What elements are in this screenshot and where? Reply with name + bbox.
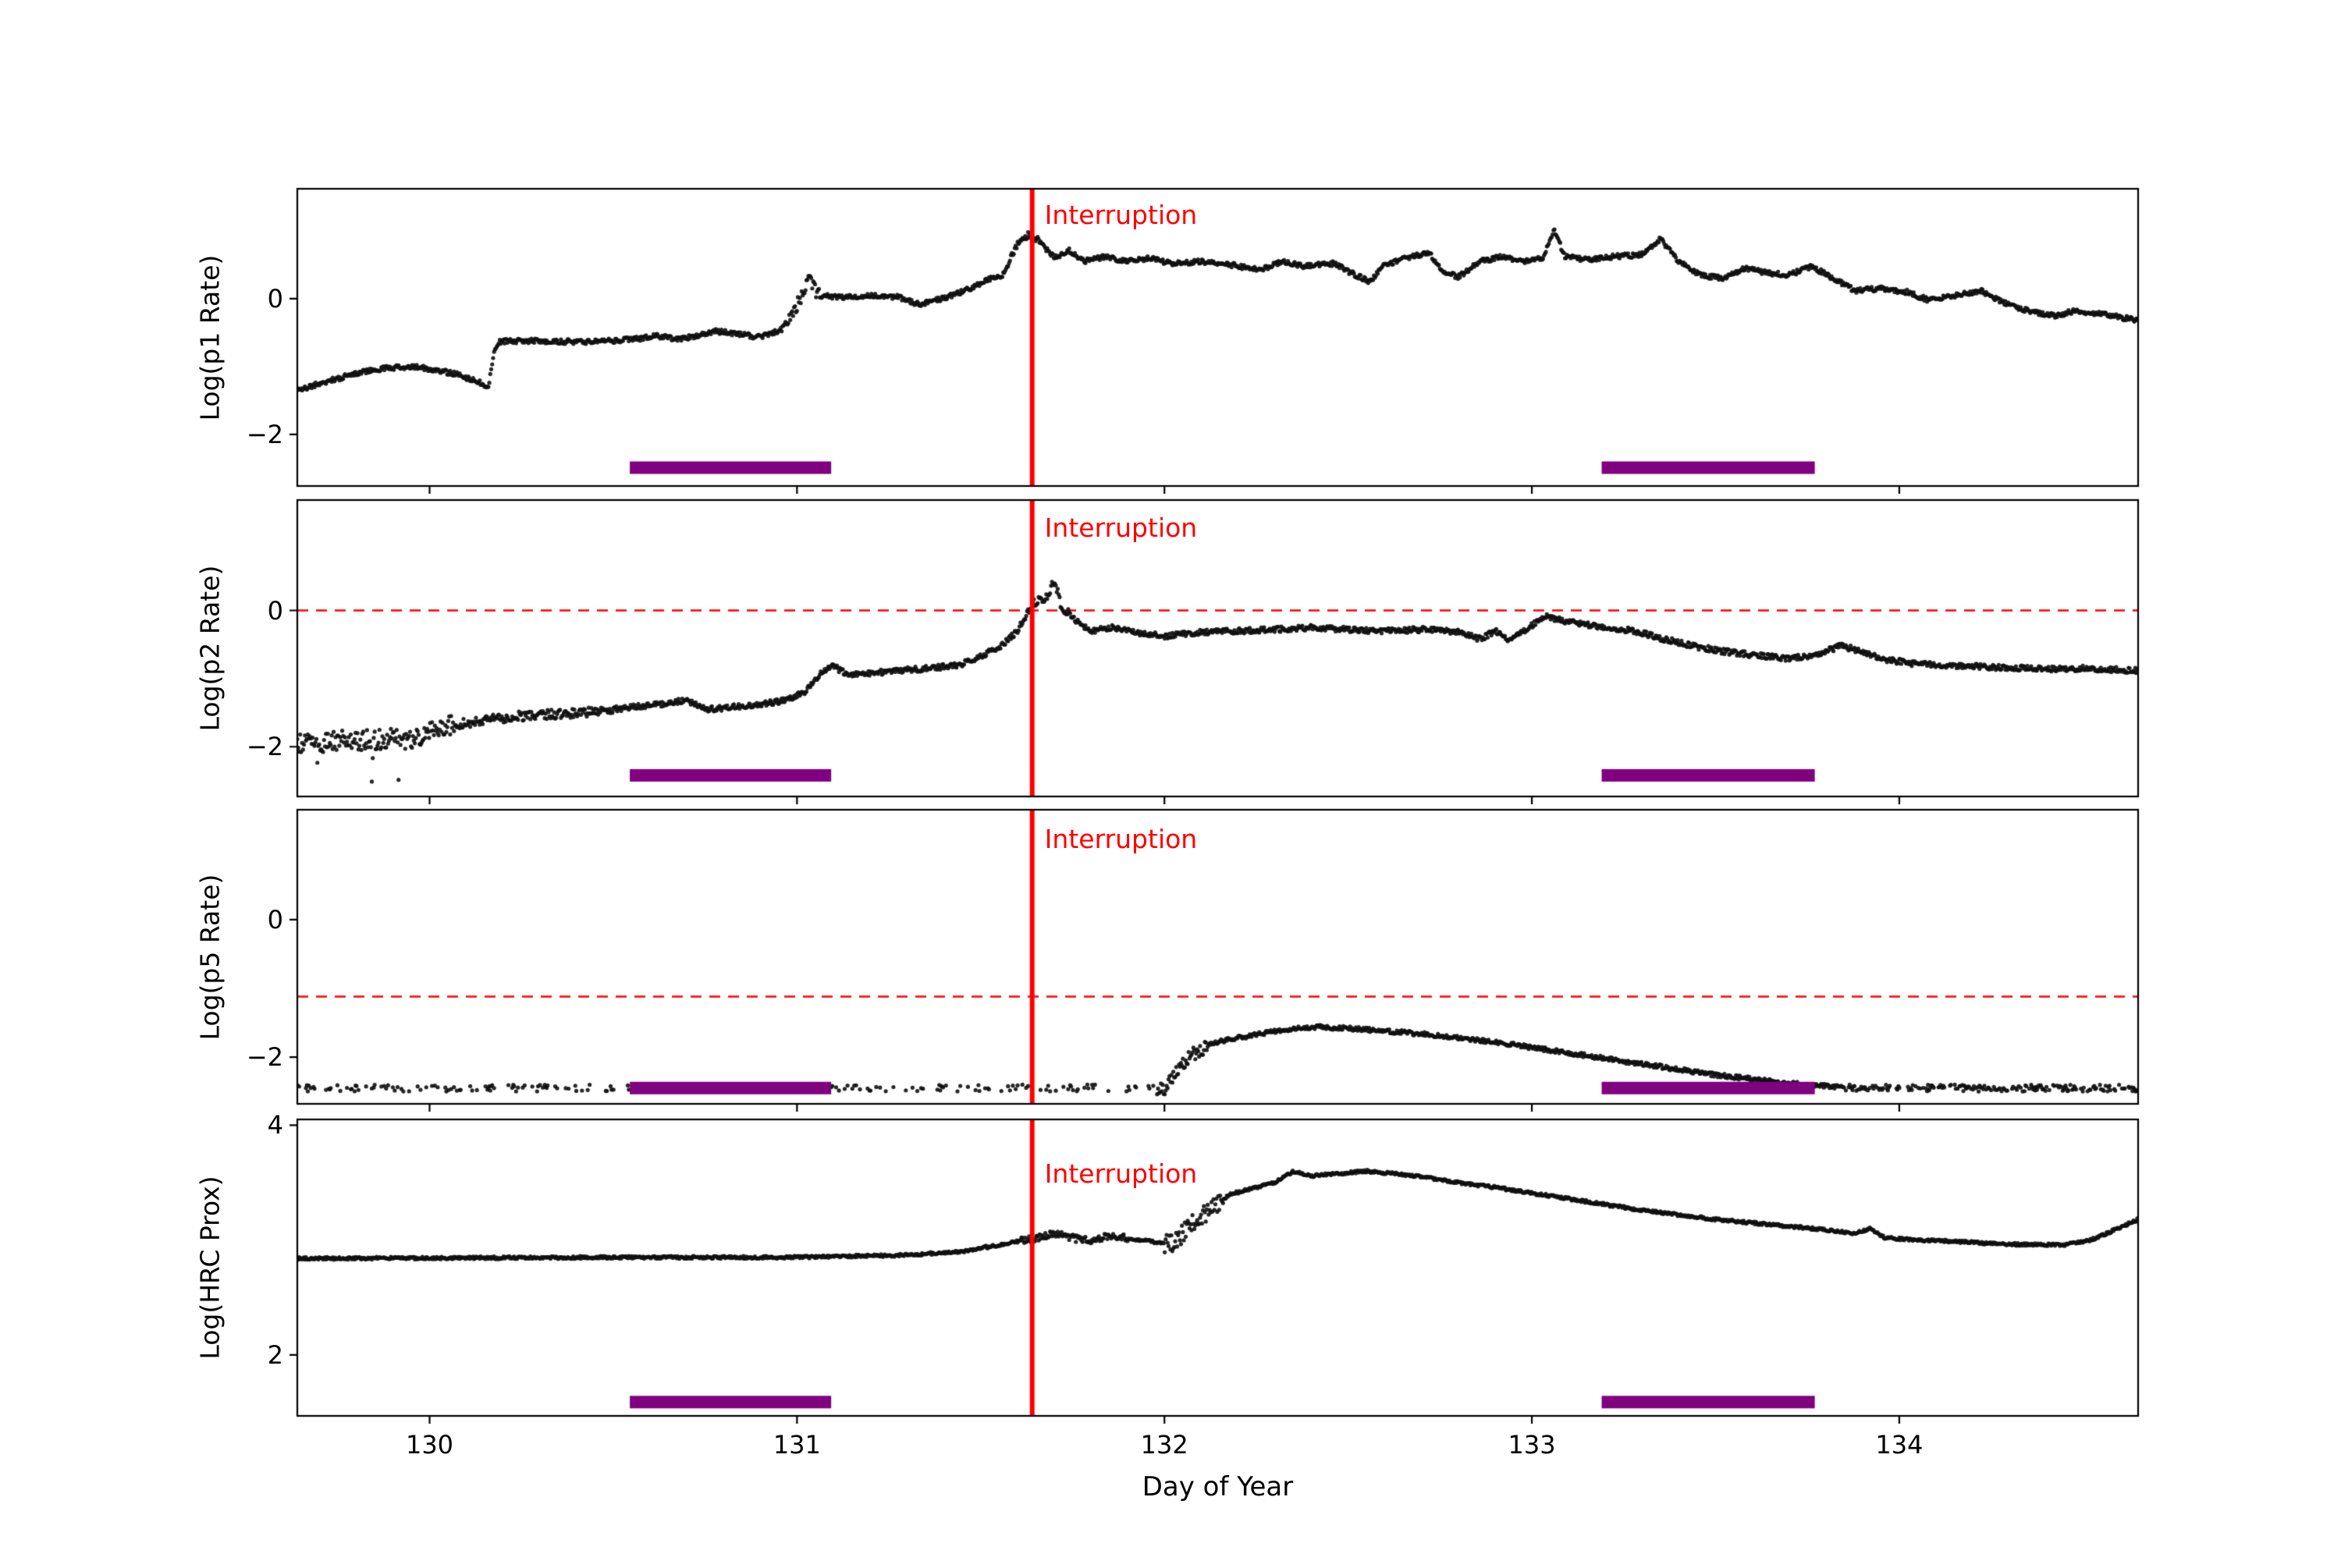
x-tick-label: 134 — [1875, 1430, 1924, 1460]
y-axis-label-p2: Log(p2 Rate) — [194, 565, 226, 732]
y-tick-label: 0 — [267, 595, 283, 626]
y-tick-label: 0 — [267, 904, 283, 935]
y-axis-label-p5: Log(p5 Rate) — [194, 874, 226, 1040]
interruption-label-p2: Interruption — [1044, 513, 1198, 543]
y-tick-label: −2 — [246, 732, 283, 762]
x-tick-label: 131 — [773, 1430, 821, 1460]
x-tick-label: 130 — [405, 1430, 454, 1460]
y-tick-label: 2 — [267, 1339, 283, 1370]
interruption-label-hrc: Interruption — [1044, 1158, 1198, 1189]
y-tick-label: −2 — [246, 1042, 283, 1073]
y-tick-label: −2 — [246, 419, 283, 449]
y-tick-label: 0 — [267, 283, 283, 314]
interruption-label-p5: Interruption — [1044, 824, 1198, 854]
y-axis-label-hrc: Log(HRC Prox) — [194, 1176, 226, 1360]
y-axis-label-p1: Log(p1 Rate) — [194, 254, 226, 420]
interruption-label-p1: Interruption — [1044, 200, 1198, 230]
y-tick-label: 4 — [267, 1110, 283, 1141]
x-tick-label: 132 — [1140, 1430, 1188, 1460]
x-tick-label: 133 — [1508, 1430, 1556, 1460]
x-axis-label: Day of Year — [1142, 1471, 1294, 1502]
